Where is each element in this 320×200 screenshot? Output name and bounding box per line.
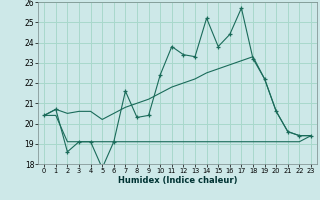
X-axis label: Humidex (Indice chaleur): Humidex (Indice chaleur) xyxy=(118,176,237,185)
